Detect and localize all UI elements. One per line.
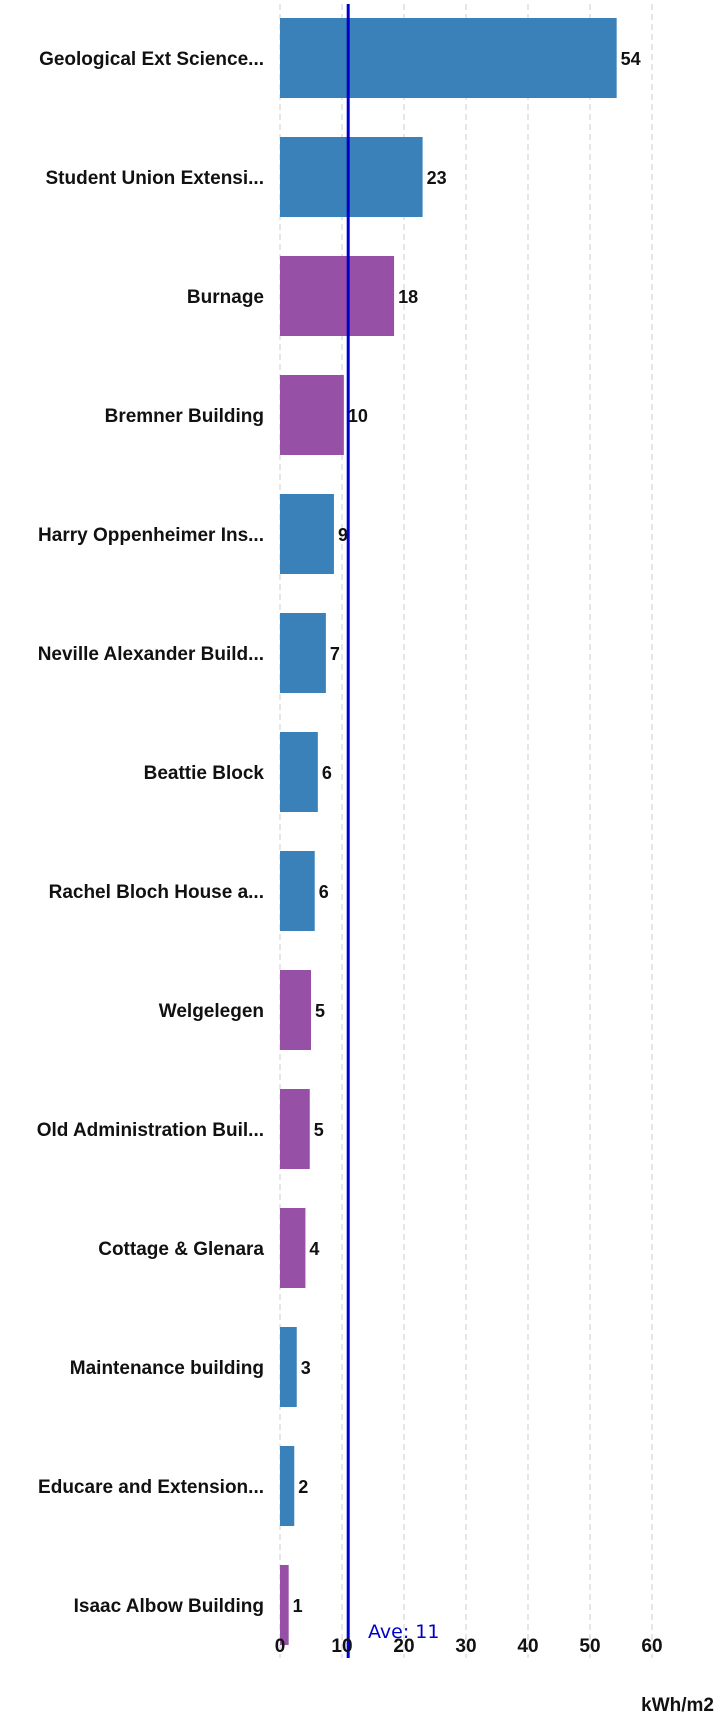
value-label-13: 1 <box>293 1596 303 1616</box>
x-tick-label-60: 60 <box>641 1636 662 1657</box>
bar-9[interactable] <box>280 1089 310 1169</box>
x-tick-label-40: 40 <box>517 1636 538 1657</box>
bar-0[interactable] <box>280 18 617 98</box>
bar-6[interactable] <box>280 732 318 812</box>
category-label-8: Welgelegen <box>159 1001 264 1022</box>
category-label-13: Isaac Albow Building <box>74 1596 264 1617</box>
category-label-3: Bremner Building <box>105 406 264 427</box>
value-label-10: 4 <box>309 1239 319 1259</box>
category-label-7: Rachel Bloch House a... <box>49 882 264 903</box>
category-label-11: Maintenance building <box>70 1358 264 1379</box>
x-axis: 0 10 20 30 40 50 60 kWh/m2 <box>275 1636 714 1715</box>
category-label-10: Cottage & Glenara <box>98 1239 264 1260</box>
category-label-4: Harry Oppenheimer Ins... <box>38 525 264 546</box>
value-label-2: 18 <box>398 287 418 307</box>
bar-13[interactable] <box>280 1565 289 1645</box>
value-label-4: 9 <box>338 525 348 545</box>
category-label-9: Old Administration Buil... <box>37 1120 264 1141</box>
value-label-12: 2 <box>298 1477 308 1497</box>
x-tick-label-20: 20 <box>393 1636 414 1657</box>
bars <box>280 18 617 1645</box>
average-label: Ave: 11 <box>368 1621 439 1643</box>
category-label-2: Burnage <box>187 287 264 308</box>
bar-11[interactable] <box>280 1327 297 1407</box>
category-labels: Geological Ext Science... Student Union E… <box>37 49 265 1617</box>
value-label-3: 10 <box>348 406 368 426</box>
x-tick-label-0: 0 <box>275 1636 286 1657</box>
gridlines <box>279 4 653 1658</box>
category-label-5: Neville Alexander Build... <box>38 644 264 665</box>
average-marker: Ave: 11 <box>346 4 439 1658</box>
bar-1[interactable] <box>280 137 423 217</box>
value-label-7: 6 <box>319 882 329 902</box>
value-label-6: 6 <box>322 763 332 783</box>
value-label-0: 54 <box>621 49 641 69</box>
bar-10[interactable] <box>280 1208 306 1288</box>
value-label-8: 5 <box>315 1001 325 1021</box>
x-tick-label-10: 10 <box>331 1636 352 1657</box>
bar-2[interactable] <box>280 256 395 336</box>
value-label-5: 7 <box>330 644 340 664</box>
x-axis-title: kWh/m2 <box>641 1695 714 1715</box>
category-label-0: Geological Ext Science... <box>39 49 264 70</box>
bar-12[interactable] <box>280 1446 295 1526</box>
bar-4[interactable] <box>280 494 334 574</box>
bar-8[interactable] <box>280 970 311 1050</box>
x-tick-label-50: 50 <box>579 1636 600 1657</box>
x-tick-label-30: 30 <box>455 1636 476 1657</box>
category-label-6: Beattie Block <box>144 763 265 784</box>
value-label-9: 5 <box>314 1120 324 1140</box>
category-label-12: Educare and Extension... <box>38 1477 264 1498</box>
value-label-1: 23 <box>427 168 447 188</box>
bar-5[interactable] <box>280 613 326 693</box>
category-label-1: Student Union Extensi... <box>45 168 264 189</box>
value-label-11: 3 <box>301 1358 311 1378</box>
bar-3[interactable] <box>280 375 344 455</box>
bar-7[interactable] <box>280 851 315 931</box>
